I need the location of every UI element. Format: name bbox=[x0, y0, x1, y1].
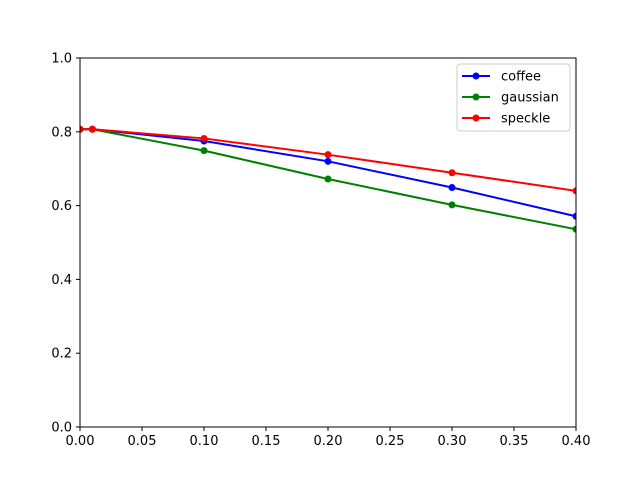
y-axis: 0.0 0.2 0.4 0.6 0.8 1.0 bbox=[51, 52, 80, 436]
y-tick-label: 0.6 bbox=[51, 199, 72, 214]
legend-marker-speckle bbox=[472, 114, 480, 122]
legend-marker-gaussian bbox=[472, 93, 480, 101]
data-point-gaussian bbox=[200, 147, 208, 155]
data-point-speckle bbox=[324, 151, 332, 159]
legend-label-coffee: coffee bbox=[501, 70, 541, 85]
data-point-speckle bbox=[88, 125, 96, 133]
x-tick-label: 0.40 bbox=[562, 434, 591, 449]
series-line-coffee bbox=[80, 128, 576, 218]
y-tick-label: 0.4 bbox=[51, 273, 72, 288]
data-point-coffee bbox=[572, 212, 576, 220]
x-tick-label: 0.15 bbox=[252, 434, 281, 449]
data-point-gaussian bbox=[324, 175, 332, 183]
data-point-gaussian bbox=[448, 201, 456, 209]
data-point-speckle bbox=[80, 125, 84, 133]
x-tick-label: 0.25 bbox=[376, 434, 405, 449]
data-point-speckle bbox=[200, 134, 208, 142]
legend-label-gaussian: gaussian bbox=[501, 91, 559, 106]
x-tick-label: 0.30 bbox=[438, 434, 467, 449]
x-axis: 0.00 0.05 0.10 0.15 0.20 0.25 0.30 0.35 0.40 bbox=[66, 427, 591, 449]
y-tick-label: 0.8 bbox=[51, 125, 72, 140]
series-layer bbox=[80, 125, 576, 233]
legend: coffee gaussian speckle bbox=[456, 63, 571, 132]
data-point-coffee bbox=[448, 184, 456, 192]
y-tick-label: 0.2 bbox=[51, 347, 72, 362]
data-point-coffee bbox=[324, 157, 332, 165]
data-point-speckle bbox=[448, 169, 456, 177]
legend-marker-coffee bbox=[472, 72, 480, 80]
x-tick-label: 0.35 bbox=[500, 434, 529, 449]
legend-label-speckle: speckle bbox=[501, 112, 550, 127]
x-tick-label: 0.10 bbox=[190, 434, 219, 449]
x-tick-label: 0.05 bbox=[128, 434, 157, 449]
x-tick-label: 0.00 bbox=[66, 434, 95, 449]
x-tick-label: 0.20 bbox=[314, 434, 343, 449]
y-tick-label: 1.0 bbox=[51, 52, 72, 67]
legend-box bbox=[456, 63, 571, 132]
data-point-gaussian bbox=[572, 225, 576, 233]
y-tick-label: 0.0 bbox=[51, 421, 72, 436]
data-point-speckle bbox=[572, 187, 576, 195]
